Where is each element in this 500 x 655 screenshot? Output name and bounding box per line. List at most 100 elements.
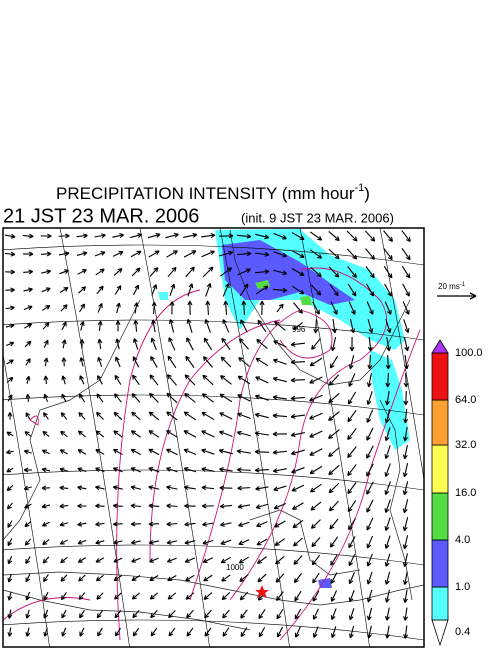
wind-arrow [41,305,51,311]
wind-arrow [95,430,105,438]
marker-star [255,585,269,598]
wind-arrow [97,627,103,637]
wind-arrow [385,625,391,639]
wind-arrow [150,610,158,619]
wind-arrow [25,412,31,420]
wind-arrow [24,431,32,437]
wind-arrow [272,376,287,383]
wind-arrow [58,251,70,257]
wind-arrow [384,283,392,297]
wind-arrow [291,268,305,277]
wind-arrow [222,283,230,297]
colorbar-bin [431,492,449,541]
wind-arrow [366,301,374,315]
wind-arrow [166,485,178,491]
wind-arrow [130,521,141,527]
wind-arrow [97,338,103,349]
wind-arrow [6,502,13,510]
wind-arrow [60,412,68,420]
wind-arrow [310,284,322,296]
wind-arrow [254,431,270,436]
wind-arrow [237,412,251,420]
wind-arrow [222,319,230,333]
graticule [3,352,50,647]
wind-arrow [43,412,49,420]
wind-arrow [7,538,13,547]
wind-arrow [365,283,375,297]
wind-arrow [61,375,67,385]
wind-arrow [366,373,372,388]
wind-arrow [94,251,106,257]
wind-arrow [5,287,15,293]
wind-arrow [385,319,392,334]
wind-arrow [186,318,193,333]
wind-arrow [254,412,269,419]
wind-arrow [113,430,123,438]
colorbar-bin [431,399,449,446]
colorbar-label: 32.0 [455,439,476,451]
wind-arrow [273,485,287,492]
wind-arrow [310,483,322,493]
wind-arrow [77,557,86,563]
wind-arrow [97,320,103,331]
colorbar-label: 1.0 [455,581,470,593]
wind-arrow [402,463,409,478]
wind-arrow [43,591,49,601]
wind-arrow [61,393,67,403]
wind-arrow [6,376,14,383]
wind-arrow [328,374,340,386]
colorbar: 0.4 1.0 4.0 16.0 32.0 64.0 100.0 [431,339,483,647]
wind-reference-label: 20 ms-1 [438,282,466,292]
wind-arrow [347,409,357,423]
wind-arrow [401,265,411,279]
wind-arrow [347,500,357,513]
wind-arrow [148,521,160,527]
wind-arrow [238,356,250,367]
wind-arrow [349,336,355,352]
wind-arrow [402,445,408,460]
wind-arrow [236,430,251,437]
wind-arrow [331,318,337,334]
wind-arrow [24,340,32,348]
wind-arrow [113,521,123,527]
wind-arrow [383,230,394,242]
colorbar-bin [431,539,449,588]
wind-arrow [328,411,340,421]
wind-arrow [328,248,340,260]
wind-arrow [348,554,356,567]
wind-arrow [328,482,340,494]
wind-arrow [347,428,357,441]
wind-arrow [218,448,233,455]
wind-arrow [402,553,408,568]
wind-arrow [77,539,87,545]
wind-arrow [167,355,177,369]
contour-label: 1000 [226,563,244,572]
wind-arrow [77,467,87,473]
wind-arrow [59,286,69,293]
wind-arrow [204,319,211,333]
wind-arrow [77,430,86,438]
wind-arrow [309,357,323,367]
graticule [3,394,424,416]
wind-arrow [95,557,105,563]
wind-arrow [328,266,340,278]
wind-arrow [330,337,337,352]
wind-arrow [292,502,304,510]
wind-arrow [293,302,304,314]
coastline [249,509,361,576]
wind-arrow [275,573,285,583]
wind-arrow [290,341,306,347]
wind-arrow [79,609,85,619]
wind-arrow [78,574,86,582]
wind-arrow [256,338,268,349]
wind-arrow [293,537,303,547]
wind-arrow [79,339,85,349]
wind-arrow [148,430,160,438]
wind-arrow [151,319,157,333]
wind-arrow [330,572,338,584]
graticule [379,228,424,482]
wind-arrow [149,592,159,600]
isobar [279,329,421,641]
wind-arrow [384,409,391,424]
